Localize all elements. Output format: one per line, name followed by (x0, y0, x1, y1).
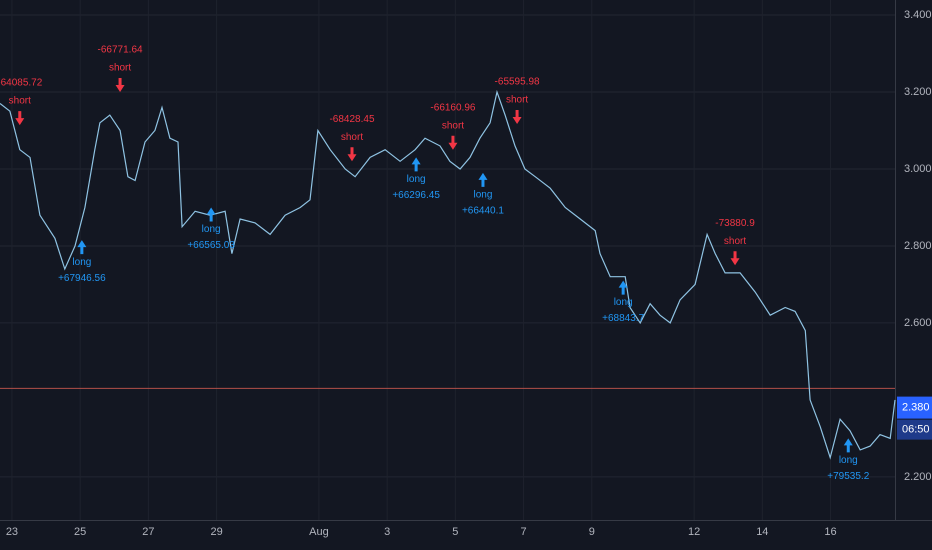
x-tick-label: 27 (142, 526, 154, 538)
countdown: 06:50 (902, 424, 930, 436)
x-tick-label: 14 (756, 526, 768, 538)
signal-short (115, 77, 125, 92)
signal-pnl: +67946.56 (58, 273, 106, 284)
signal-pnl: -66160.96 (430, 102, 475, 113)
y-tick-label: 2.600 (904, 317, 932, 329)
y-tick-label: 3.200 (904, 86, 932, 98)
countdown-box (897, 419, 932, 440)
signal-short (512, 109, 522, 124)
x-tick-label: 25 (74, 526, 86, 538)
signal-label: long (202, 224, 221, 235)
x-tick-label: 16 (824, 526, 836, 538)
signal-label: short (506, 95, 528, 106)
signal-short (448, 135, 458, 150)
last-price-label: 2.380 (902, 402, 930, 414)
signal-label: long (72, 257, 91, 268)
signal-long (618, 280, 628, 295)
y-tick-label: 3.400 (904, 9, 932, 21)
signal-label: short (9, 96, 31, 107)
x-tick-label: 12 (688, 526, 700, 538)
signal-pnl: -64085.72 (0, 78, 43, 89)
signal-pnl: +68843.7 (602, 313, 644, 324)
signal-pnl: -65595.98 (495, 77, 540, 88)
y-tick-label: 2.200 (904, 471, 932, 483)
signal-long (77, 240, 87, 255)
signal-pnl: +79535.2 (827, 471, 869, 482)
signal-long (843, 438, 853, 453)
signal-label: long (614, 297, 633, 308)
x-tick-label: 9 (589, 526, 595, 538)
x-tick-label: 23 (6, 526, 18, 538)
signal-label: short (442, 120, 464, 131)
x-tick-label: 7 (520, 526, 526, 538)
signal-long (411, 157, 421, 172)
price-line (0, 89, 896, 460)
y-tick-label: 3.000 (904, 163, 932, 175)
last-price-box (897, 396, 932, 419)
signal-label: short (341, 132, 363, 143)
x-tick-label: 29 (210, 526, 222, 538)
x-tick-label: Aug (309, 526, 329, 538)
signal-long (206, 207, 216, 222)
signal-short (15, 111, 25, 126)
x-tick-label: 5 (452, 526, 458, 538)
x-tick-label: 3 (384, 526, 390, 538)
signal-long (478, 172, 488, 187)
signal-pnl: +66565.03 (187, 240, 235, 251)
signal-pnl: +66296.45 (392, 190, 440, 201)
signal-short (730, 251, 740, 266)
signal-pnl: -66771.64 (98, 45, 143, 56)
signal-label: short (724, 236, 746, 247)
signal-label: short (109, 63, 131, 74)
signal-short (347, 147, 357, 162)
signal-pnl: -73880.9 (715, 218, 755, 229)
signal-pnl: +66440.1 (462, 205, 504, 216)
signal-label: long (839, 455, 858, 466)
y-tick-label: 2.800 (904, 240, 932, 252)
signal-pnl: -68428.45 (329, 114, 374, 125)
signal-label: long (474, 189, 493, 200)
signal-label: long (407, 174, 426, 185)
